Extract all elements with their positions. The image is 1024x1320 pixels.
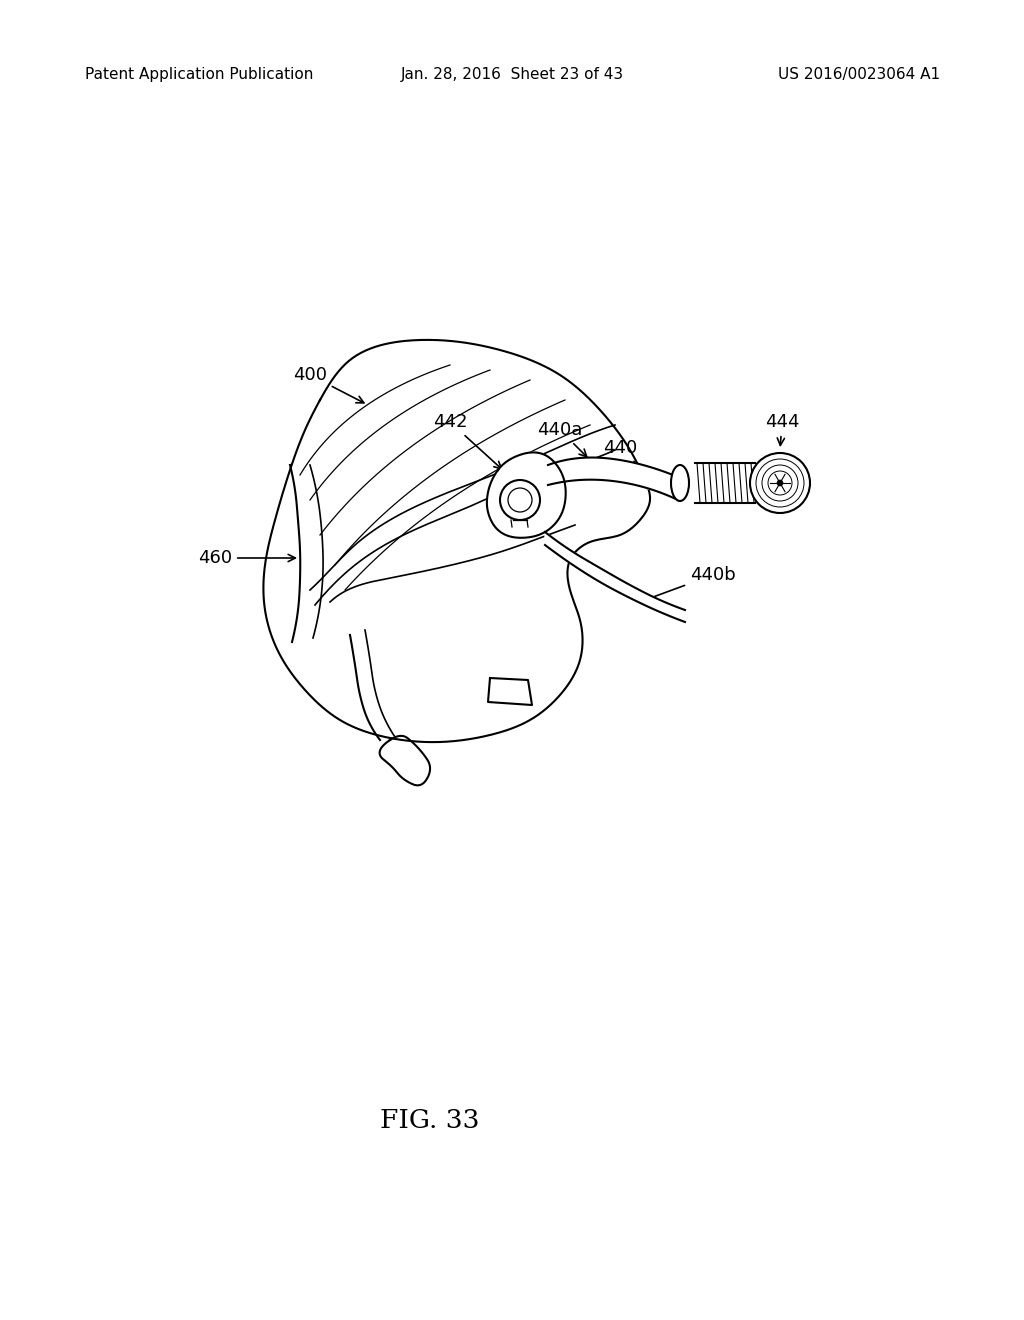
Text: Jan. 28, 2016  Sheet 23 of 43: Jan. 28, 2016 Sheet 23 of 43 <box>400 67 624 82</box>
Circle shape <box>500 480 540 520</box>
Text: Patent Application Publication: Patent Application Publication <box>85 67 313 82</box>
Text: 442: 442 <box>433 413 502 469</box>
Text: 440: 440 <box>603 440 637 469</box>
Text: 440a: 440a <box>538 421 587 457</box>
Text: 460: 460 <box>198 549 295 568</box>
Text: FIG. 33: FIG. 33 <box>380 1107 480 1133</box>
Polygon shape <box>488 678 532 705</box>
Text: 400: 400 <box>293 366 364 403</box>
Text: US 2016/0023064 A1: US 2016/0023064 A1 <box>778 67 940 82</box>
Circle shape <box>777 480 783 486</box>
Polygon shape <box>486 453 565 537</box>
Circle shape <box>750 453 810 513</box>
Ellipse shape <box>671 465 689 502</box>
Text: 444: 444 <box>765 413 800 445</box>
Text: 440b: 440b <box>647 566 736 599</box>
Polygon shape <box>545 532 685 622</box>
